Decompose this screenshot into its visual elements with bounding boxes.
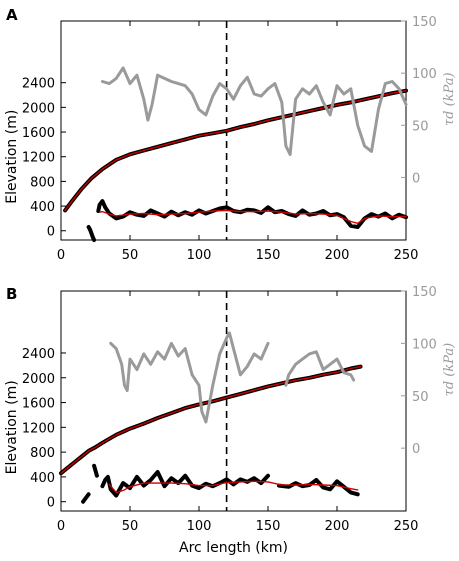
y2-tick-label: 50 xyxy=(412,119,429,134)
y-axis-label: Elevation (m) xyxy=(4,380,20,474)
x-tick-label: 100 xyxy=(187,519,212,534)
y-tick-label: 1600 xyxy=(22,126,55,141)
x-tick-label: 150 xyxy=(256,519,281,534)
x-tick-label: 200 xyxy=(325,248,350,263)
y-tick-label: 2000 xyxy=(22,101,55,116)
x-tick-label: 0 xyxy=(57,248,65,263)
plot-frame xyxy=(60,290,407,512)
y-tick-label: 1600 xyxy=(22,397,55,412)
x-tick-label: 50 xyxy=(122,248,139,263)
y2-axis-label: τd (kPa) xyxy=(442,72,457,126)
y-tick-label: 800 xyxy=(30,175,55,190)
y-tick-label: 800 xyxy=(30,446,55,461)
y-tick-label: 400 xyxy=(30,200,55,215)
y-tick-label: 1200 xyxy=(22,421,55,436)
y2-tick-label: 100 xyxy=(412,337,437,352)
y-tick-label: 2400 xyxy=(22,347,55,362)
x-tick-label: 250 xyxy=(394,519,419,534)
y2-tick-label: 150 xyxy=(412,285,437,300)
elevation-line xyxy=(59,364,363,476)
x-tick-label: 250 xyxy=(394,248,419,263)
panel-a: A 0 50 100 150 200 250 0 400 800 1200 1600 2000 2400 0… xyxy=(4,6,457,263)
y2-axis-label: τd (kPa) xyxy=(442,343,457,397)
smoothed-elevation-line xyxy=(108,480,359,494)
panel-label: A xyxy=(6,6,18,24)
elevation-line xyxy=(81,463,360,504)
panel-b: B 0 50 100 150 200 250 0 400 800 1200 1600 2000 2400 0… xyxy=(4,285,457,556)
smoothed-elevation-line xyxy=(98,209,407,224)
driving-stress-line xyxy=(109,331,356,424)
x-tick-label: 200 xyxy=(325,519,350,534)
x-axis-label: Arc length (km) xyxy=(179,540,288,556)
y-tick-label: 2000 xyxy=(22,372,55,387)
y2-tick-label: 0 xyxy=(412,171,420,186)
smoothed-elevation-line xyxy=(64,90,407,212)
y2-tick-label: 50 xyxy=(412,390,429,405)
smoothed-elevation-line xyxy=(60,365,362,474)
y-tick-label: 1200 xyxy=(22,151,55,166)
x-tick-label: 100 xyxy=(187,248,212,263)
y-tick-label: 2400 xyxy=(22,77,55,92)
y-axis-label: Elevation (m) xyxy=(4,110,20,204)
y2-tick-label: 0 xyxy=(412,442,420,457)
driving-stress-line xyxy=(100,66,408,156)
y2-tick-label: 100 xyxy=(412,67,437,82)
panel-label: B xyxy=(6,285,17,303)
x-tick-label: 0 xyxy=(57,519,65,534)
plot-frame xyxy=(60,20,407,241)
elevation-line xyxy=(86,199,408,242)
x-tick-label: 50 xyxy=(122,519,139,534)
y-tick-label: 0 xyxy=(47,225,55,240)
y-tick-label: 0 xyxy=(47,496,55,511)
x-tick-label: 150 xyxy=(256,248,281,263)
y2-tick-label: 150 xyxy=(412,15,437,30)
y-tick-label: 400 xyxy=(30,471,55,486)
